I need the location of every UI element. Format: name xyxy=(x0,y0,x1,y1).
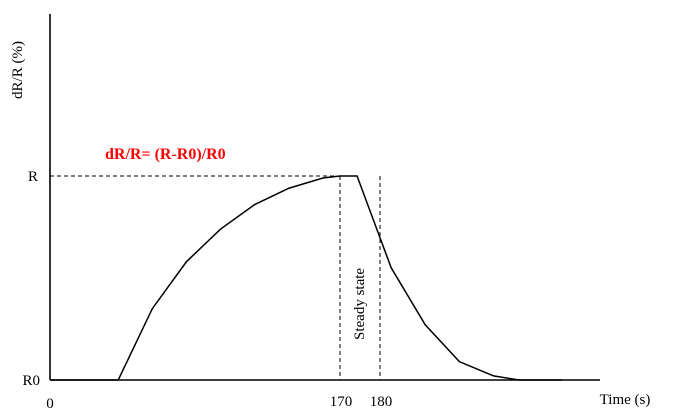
steady-state-annotation: Steady state xyxy=(352,268,368,340)
response-curve xyxy=(49,175,562,381)
y-axis-label: dR/R (%) xyxy=(10,41,26,99)
x-axis-label: Time (s) xyxy=(600,392,651,408)
y-tick-label-r: R xyxy=(28,169,38,185)
x-tick-label-180: 180 xyxy=(370,394,393,410)
y-tick-label-r0: R0 xyxy=(22,373,40,389)
x-tick-label-170: 170 xyxy=(330,394,353,410)
x-tick-label-0: 0 xyxy=(46,396,54,412)
formula-annotation: dR/R= (R-R0)/R0 xyxy=(105,146,226,163)
